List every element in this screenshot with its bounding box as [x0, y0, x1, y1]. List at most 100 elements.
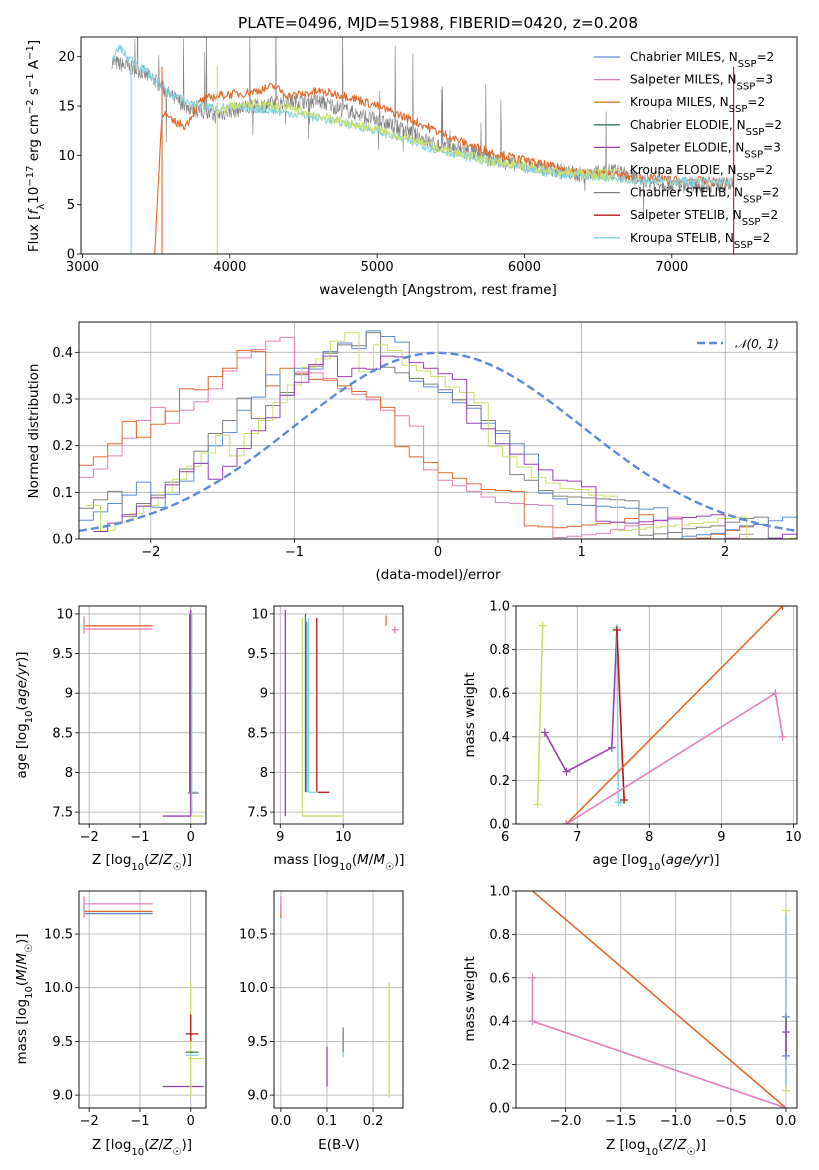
x-tick-label: −1 — [130, 1114, 149, 1129]
y-tick-label: 10.0 — [239, 981, 268, 996]
y-tick-label: 1.0 — [489, 600, 510, 615]
y-tick-label: 0.1 — [52, 486, 73, 501]
legend-entry: Chabrier ELODIE, NSSP=2 — [630, 118, 782, 138]
x-tick-label: 0.2 — [363, 1114, 384, 1129]
y-tick-label: 20 — [58, 50, 75, 65]
gaussian-curve — [79, 351, 797, 532]
plot-area — [83, 896, 204, 1098]
x-tick-label: −1 — [130, 830, 149, 845]
y-tick-label: 0.2 — [52, 439, 73, 454]
x-tick-label: −2.0 — [550, 1114, 582, 1129]
y-tick-label: 9.5 — [52, 647, 73, 662]
plot-area — [280, 896, 390, 1098]
y-tick-label: 9.5 — [247, 647, 268, 662]
y-tick-label: 9 — [65, 687, 73, 702]
y-tick-label: 7.5 — [52, 806, 73, 821]
y-tick-label: 0.8 — [489, 643, 510, 658]
x-tick-label: 9 — [276, 830, 284, 845]
x-axis-label: Z [log10(Z/Z☉)] — [92, 852, 192, 873]
mass-weight-orange_model — [531, 891, 787, 1108]
plot-area — [284, 609, 399, 817]
panel-mass_vs_Z: −2 −1 0 9.0 9.5 10.0 10.5 Z [log10(Z/Z☉)] mass [… — [14, 890, 207, 1158]
legend-entry: Chabrier STELIB, NSSP=2 — [630, 186, 779, 206]
x-tick-label: 0.1 — [317, 1114, 338, 1129]
y-tick-label: 7.5 — [247, 806, 268, 821]
x-tick-label: 0 — [187, 830, 195, 845]
axes-frame — [273, 605, 404, 825]
axes-frame — [78, 890, 207, 1109]
x-tick-label: 7 — [573, 830, 581, 845]
x-tick-label: −1.0 — [660, 1114, 692, 1129]
x-tick-label: −2 — [141, 545, 160, 560]
y-axis-label: age [log10(age/yr)] — [14, 651, 35, 778]
panel-residuals: −2 −1 0 1 2 0.0 0.1 0.2 0.3 0.4 (data-model)/error… — [26, 321, 798, 583]
panel-age_vs_Z: −2 −1 0 7.5 8 8.5 9 9.5 10 Z [log10(Z/Z☉)] age [lo… — [14, 605, 207, 873]
x-tick-label: −1 — [285, 545, 304, 560]
legend-entry: Chabrier MILES, NSSP=2 — [630, 50, 774, 70]
y-tick-label: 0.4 — [489, 730, 510, 745]
x-tick-label: 3000 — [66, 260, 99, 275]
y-axis-label: mass weight — [462, 672, 478, 757]
x-tick-label: −2 — [80, 1114, 99, 1129]
mass-weight-salpeter-stelib — [616, 629, 625, 801]
y-tick-label: 0.2 — [489, 1058, 510, 1073]
y-tick-label: 0.6 — [489, 971, 510, 986]
x-axis-label: Z [log10(Z/Z☉)] — [606, 1137, 706, 1158]
y-tick-label: 0 — [67, 248, 75, 263]
x-tick-label: 7000 — [655, 260, 688, 275]
y-axis-label: mass [log10(M/M☉)] — [14, 933, 35, 1064]
histogram-salpeter-elodie — [93, 355, 797, 539]
y-axis-label: Flux [fλ10−17 erg cm−2 s−1 A−1] — [25, 40, 47, 252]
y-tick-label: 0.6 — [489, 687, 510, 702]
panel-massweight_vs_age: 6 7 8 9 10 0.0 0.2 0.4 0.6 0.8 1.0 age [log10(age/y… — [462, 600, 802, 873]
legend-entry: 𝒩(0, 1) — [735, 337, 779, 351]
y-tick-label: 0.0 — [489, 1102, 510, 1117]
x-axis-label: (data-model)/error — [375, 567, 501, 583]
x-axis-label: mass [log10(M/M☉)] — [273, 852, 404, 873]
y-tick-label: 9.0 — [52, 1089, 73, 1104]
plot-area — [528, 891, 790, 1108]
x-tick-label: −2 — [80, 830, 99, 845]
y-tick-label: 10 — [251, 607, 268, 622]
axes-frame — [80, 36, 798, 255]
legend-entry: Kroupa ELODIE, NSSP=2 — [630, 163, 773, 183]
plot-area — [79, 330, 797, 539]
y-tick-label: 8 — [65, 766, 73, 781]
legend-entry: Salpeter ELODIE, NSSP=3 — [630, 140, 781, 160]
x-tick-label: 0.0 — [776, 1114, 797, 1129]
y-tick-label: 0.4 — [489, 1015, 510, 1030]
panel-mass_vs_EBV: 0.0 0.1 0.2 9.0 9.5 10.0 10.5 E(B-V) — [239, 890, 404, 1153]
x-axis-label: wavelength [Angstrom, rest frame] — [319, 282, 557, 298]
y-tick-label: 9 — [260, 687, 268, 702]
x-tick-label: 2 — [721, 545, 729, 560]
x-tick-label: 9 — [717, 830, 725, 845]
x-tick-label: −0.5 — [715, 1114, 747, 1129]
y-tick-label: 0.8 — [489, 928, 510, 943]
x-tick-label: 4000 — [213, 260, 246, 275]
x-tick-label: 8 — [645, 830, 653, 845]
x-tick-label: 6 — [501, 830, 509, 845]
y-tick-label: 10.0 — [44, 981, 73, 996]
legend-entry: Salpeter STELIB, NSSP=2 — [630, 208, 778, 228]
y-tick-label: 15 — [58, 100, 75, 115]
y-tick-label: 0.0 — [489, 818, 510, 833]
y-tick-label: 9.0 — [247, 1089, 268, 1104]
model-orange_model — [154, 83, 731, 254]
y-tick-label: 10 — [58, 149, 75, 164]
y-tick-label: 0.0 — [52, 533, 73, 548]
axes-frame — [515, 605, 798, 825]
y-tick-label: 0.3 — [52, 393, 73, 408]
y-tick-label: 10.5 — [44, 927, 73, 942]
mass-weight-orange_model — [565, 606, 784, 824]
figure-title: PLATE=0496, MJD=51988, FIBERID=0420, z=0… — [238, 14, 638, 32]
plot-area — [533, 606, 787, 824]
y-tick-label: 8 — [260, 766, 268, 781]
x-tick-label: 0 — [187, 1114, 195, 1129]
y-tick-label: 0.4 — [52, 346, 73, 361]
legend-entry: Kroupa STELIB, NSSP=2 — [630, 231, 770, 251]
plot-area — [83, 609, 204, 817]
x-axis-label: E(B-V) — [318, 1137, 360, 1153]
x-axis-label: age [log10(age/yr)] — [592, 852, 719, 873]
